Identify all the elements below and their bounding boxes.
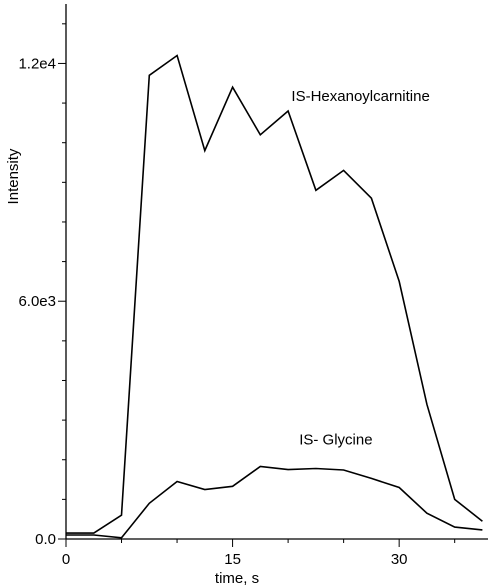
- x-tick-label: 30: [391, 551, 408, 568]
- chart-series: [66, 54, 483, 539]
- x-tick-label: 15: [224, 551, 241, 568]
- chart-tick-labels: 0.0 6.0e3 1.2e4 0 15 30: [18, 55, 407, 568]
- y-tick-label: 0.0: [35, 531, 56, 548]
- series-line-2: [66, 465, 483, 539]
- y-axis-title: Intensity: [5, 148, 22, 204]
- series-line-1: [66, 54, 483, 534]
- series-label: IS-Hexanoylcarnitine: [291, 88, 429, 105]
- x-tick-label: 0: [62, 551, 70, 568]
- chart-axes: [65, 4, 488, 540]
- y-tick-label: 6.0e3: [18, 293, 56, 310]
- x-axis-title: time, s: [215, 570, 259, 587]
- y-tick-label: 1.2e4: [18, 55, 56, 72]
- series-label: IS- Glycine: [299, 432, 372, 449]
- chart-ticks: [58, 23, 456, 547]
- chart-annotations: IS-Hexanoylcarnitine IS- Glycine: [291, 88, 429, 449]
